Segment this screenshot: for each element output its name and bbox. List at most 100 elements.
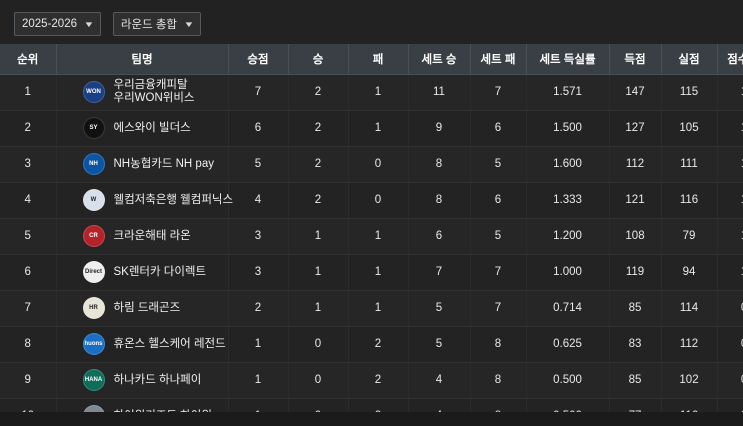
column-header-allowed[interactable]: 실점 [661,44,718,75]
cell-score: 77 [609,398,662,412]
cell-set-wins: 8 [408,146,471,183]
cell-set-losses: 5 [470,218,527,255]
cell-team[interactable]: Direct SK렌터카 다이렉트 [56,254,229,291]
cell-score: 85 [609,290,662,327]
cell-set-ratio: 1.333 [526,182,610,219]
column-header-set-losses[interactable]: 세트 패 [470,44,527,75]
round-select-label: 라운드 총합 [120,19,178,31]
cell-set-wins: 9 [408,110,471,147]
cell-wins: 1 [288,218,349,255]
cell-score-ratio: 1.367 [717,218,743,255]
cell-set-wins: 5 [408,290,471,327]
column-header-losses[interactable]: 패 [348,44,409,75]
cell-losses: 2 [348,326,409,363]
cell-rank: 1 [0,74,57,111]
round-select[interactable]: 라운드 총합 ▼ [112,12,201,36]
cell-team[interactable]: CR 크라운해태 라온 [56,218,229,255]
season-select[interactable]: 2025-2026 ▼ [14,12,101,36]
cell-team[interactable]: NH NH농협카드 NH pay [56,146,229,183]
cell-score: 112 [609,146,662,183]
cell-score: 147 [609,74,662,111]
cell-points: 6 [228,110,289,147]
team-name: SK렌터카 다이렉트 [113,265,207,278]
cell-set-ratio: 0.625 [526,326,610,363]
column-header-rank[interactable]: 순위 [0,44,57,75]
cell-set-wins: 7 [408,254,471,291]
standings-table-container[interactable]: 순위 팀명 승점 승 패 세트 승 세트 패 세트 득실률 득점 실점 점수 득… [0,44,743,412]
cell-allowed: 102 [661,362,718,399]
cell-team[interactable]: huons 휴온스 헬스케어 레전드 [56,326,229,363]
cell-set-ratio: 1.000 [526,254,610,291]
team-name: 휴온스 헬스케어 레전드 [113,337,226,350]
team-logo-icon: SY [82,117,105,139]
cell-set-losses: 7 [470,254,527,291]
cell-set-losses: 6 [470,182,527,219]
cell-losses: 0 [348,146,409,183]
column-header-set-ratio[interactable]: 세트 득실률 [526,44,610,75]
team-logo-icon: NH [82,153,105,175]
cell-set-wins: 6 [408,218,471,255]
cell-points: 7 [228,74,289,111]
team-logo-icon: Direct [82,261,105,283]
cell-wins: 2 [288,146,349,183]
cell-team[interactable]: WON 우리금융캐피탈 우리WON위비스 [56,74,229,111]
cell-team[interactable]: W 웰컴저축은행 웰컴퍼닉스 [56,182,233,219]
cell-losses: 2 [348,362,409,399]
bottom-bar [0,412,743,426]
column-header-score-ratio[interactable]: 점수 득실률 [717,44,743,75]
team-logo-icon: W [82,189,105,211]
team-logo-icon: CR [82,225,105,247]
cell-losses: 1 [348,110,409,147]
table-row[interactable]: 10HIGH1하이원리조트 하이원102480.500771160.664 [0,398,743,412]
cell-set-losses: 7 [470,290,527,327]
cell-set-losses: 7 [470,74,527,111]
cell-allowed: 94 [661,254,718,291]
cell-wins: 0 [288,398,349,412]
chevron-down-icon: ▼ [183,19,195,29]
team-name: 우리금융캐피탈 우리WON위비스 [113,79,195,104]
cell-score-ratio: 0.833 [717,362,743,399]
team-logo-icon: HR [82,297,105,319]
cell-set-losses: 8 [470,398,527,412]
cell-points: 1 [228,326,289,363]
cell-set-losses: 5 [470,146,527,183]
cell-score: 83 [609,326,662,363]
cell-allowed: 111 [661,146,718,183]
cell-losses: 1 [348,218,409,255]
cell-allowed: 115 [661,74,718,111]
column-header-wins[interactable]: 승 [288,44,349,75]
team-name: 크라운해태 라온 [113,229,191,242]
cell-set-losses: 8 [470,362,527,399]
column-header-team[interactable]: 팀명 [56,44,229,75]
cell-rank: 9 [0,362,57,399]
cell-wins: 0 [288,362,349,399]
cell-score: 108 [609,218,662,255]
cell-rank: 4 [0,182,57,219]
cell-set-ratio: 0.500 [526,362,610,399]
cell-wins: 2 [288,182,349,219]
cell-team[interactable]: HR 하림 드래곤즈 [56,290,229,327]
cell-score-ratio: 0.664 [717,398,743,412]
cell-team[interactable]: HANA 하나카드 하나페이 [56,362,229,399]
cell-losses: 1 [348,254,409,291]
column-header-score[interactable]: 득점 [609,44,662,75]
cell-losses: 0 [348,182,409,219]
cell-team[interactable]: SY 에스와이 빌더스 [56,110,229,147]
column-header-points[interactable]: 승점 [228,44,289,75]
column-header-set-wins[interactable]: 세트 승 [408,44,471,75]
cell-score-ratio: 1.043 [717,182,743,219]
cell-team[interactable]: HIGH1 하이원리조트 하이원 [56,398,229,412]
cell-rank: 7 [0,290,57,327]
chevron-down-icon: ▼ [83,19,95,29]
cell-score-ratio: 1.210 [717,110,743,147]
